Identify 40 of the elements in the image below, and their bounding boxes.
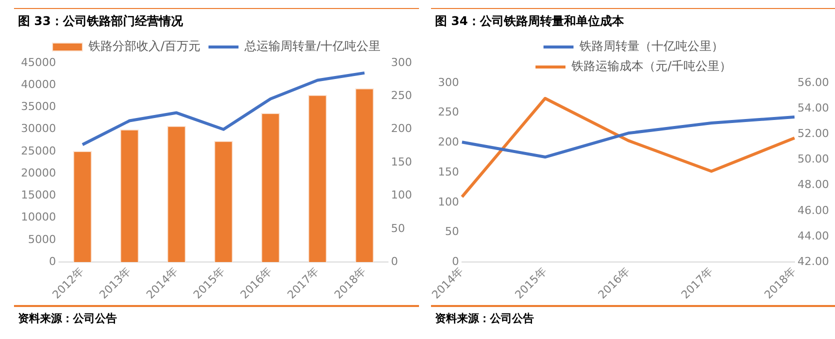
y2-tick-label: 50	[391, 222, 406, 235]
y-tick-label: 5000	[28, 232, 56, 246]
y-tick-label: 250	[438, 106, 459, 119]
y-tick-label: 20000	[20, 166, 56, 180]
chart-title: 图 34：公司铁路周转量和单位成本	[431, 8, 835, 33]
y2-tick-label: 250	[391, 89, 412, 102]
y-tick-label: 40000	[20, 78, 56, 91]
y-tick-label: 15000	[20, 188, 56, 202]
y-tick-label: 0	[48, 254, 56, 268]
y2-tick-label: 48.00	[798, 178, 830, 192]
y-tick-label: 45000	[20, 56, 56, 69]
y2-tick-label: 42.00	[798, 254, 830, 268]
y2-tick-label: 54.00	[798, 101, 830, 114]
y-tick-label: 25000	[20, 144, 56, 158]
y2-tick-label: 46.00	[798, 204, 830, 217]
y-tick-label: 0	[452, 254, 459, 268]
legend-label: 铁路运输成本（元/千吨公里）	[570, 59, 732, 74]
legend-label: 铁路分部收入/百万元	[87, 39, 201, 54]
y2-tick-label: 150	[391, 155, 412, 168]
y2-tick-label: 100	[391, 188, 412, 202]
legend-label: 总运输周转量/十亿吨公里	[244, 39, 381, 54]
text: 资料来源：公司公告	[18, 311, 118, 326]
y-tick-label: 300	[438, 76, 459, 89]
y2-tick-label: 200	[391, 122, 412, 136]
y-tick-label: 30000	[20, 122, 56, 136]
chart-title: 图 33：公司铁路部门经营情况	[14, 8, 419, 33]
y-tick-label: 35000	[20, 100, 56, 114]
y-tick-label: 100	[438, 195, 459, 208]
y2-tick-label: 52.00	[798, 127, 830, 140]
y-tick-label: 200	[438, 136, 459, 149]
y-tick-label: 10000	[20, 210, 56, 224]
text: 资料来源：公司公告	[435, 311, 535, 326]
y2-tick-label: 300	[391, 56, 412, 69]
y2-tick-label: 44.00	[798, 229, 830, 242]
y2-tick-label: 0	[391, 254, 398, 268]
legend-label: 铁路周转量（十亿吨公里）	[578, 39, 724, 54]
y-tick-label: 150	[438, 165, 459, 178]
y2-tick-label: 50.00	[798, 152, 830, 166]
y-tick-label: 50	[444, 225, 459, 238]
y2-tick-label: 56.00	[798, 76, 830, 89]
